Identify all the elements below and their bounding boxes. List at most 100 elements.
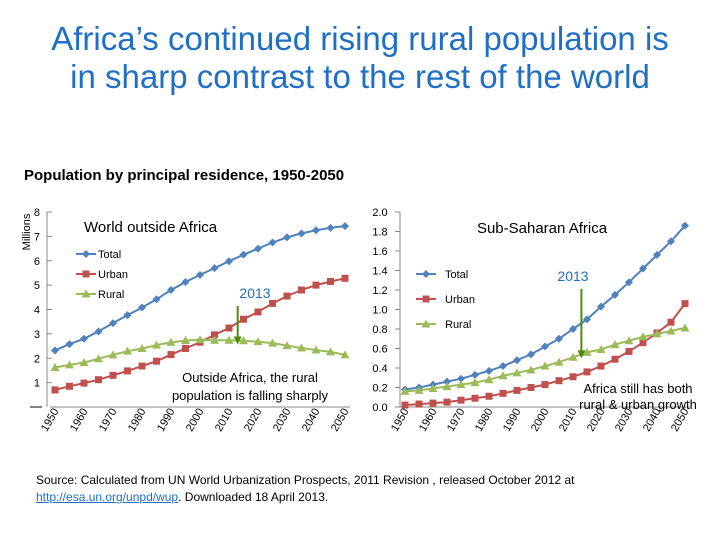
data-point-ssa-urban <box>513 386 521 394</box>
y-tick-label-ssa: 0.8 <box>372 324 387 336</box>
y-tick-label-outside: 3 <box>34 329 40 341</box>
data-point-ssa-rural <box>638 332 648 341</box>
x-tick-label-outside: 1970 <box>97 407 120 434</box>
data-point-ssa-rural <box>484 375 494 384</box>
data-point-outside-rural <box>65 360 74 369</box>
data-point-outside-total <box>225 257 233 266</box>
legend-label-ssa-urban: Urban <box>445 294 475 306</box>
x-tick-label-outside: 2040 <box>300 407 323 434</box>
x-tick-label-outside: 2010 <box>213 407 236 434</box>
data-point-outside-urban <box>327 277 334 285</box>
data-point-ssa-rural <box>554 357 564 366</box>
data-point-outside-rural <box>195 335 205 344</box>
data-point-outside-total <box>239 250 248 259</box>
data-point-outside-total <box>109 319 117 328</box>
y-tick-label-outside: 4 <box>34 305 40 317</box>
data-point-ssa-urban <box>485 392 493 400</box>
data-point-outside-total <box>283 233 291 242</box>
data-point-ssa-rural <box>456 380 466 389</box>
data-point-outside-total <box>123 311 132 320</box>
x-tick-label-ssa: 1990 <box>501 407 524 434</box>
data-point-ssa-total <box>653 250 661 259</box>
data-point-outside-rural <box>210 335 219 344</box>
data-point-outside-rural <box>282 341 292 350</box>
data-point-outside-total <box>80 334 88 343</box>
data-point-outside-rural <box>108 350 118 359</box>
data-point-ssa-urban <box>401 401 409 409</box>
data-point-ssa-total <box>443 377 451 386</box>
data-point-ssa-total <box>499 362 507 371</box>
title-line-2: in sharp contrast to the rest of the wor… <box>70 58 650 95</box>
data-point-ssa-rural <box>568 352 578 361</box>
y-tick-label-outside: 1 <box>34 378 40 390</box>
legend-label-outside-urban: Urban <box>98 269 128 281</box>
data-point-outside-urban <box>138 362 146 370</box>
data-point-ssa-rural <box>596 344 606 353</box>
data-point-ssa-total <box>541 342 549 351</box>
data-point-outside-urban <box>211 331 218 339</box>
x-tick-label-ssa: 2000 <box>529 407 552 434</box>
data-point-ssa-rural <box>666 326 676 335</box>
data-point-outside-rural <box>311 345 321 354</box>
data-point-outside-total <box>326 223 335 232</box>
data-point-outside-rural <box>166 337 176 346</box>
x-tick-label-ssa: 1970 <box>445 407 468 434</box>
data-point-ssa-rural <box>442 382 452 391</box>
data-point-ssa-rural <box>652 329 662 338</box>
x-tick-label-outside: 1980 <box>126 407 149 434</box>
data-point-ssa-urban <box>569 373 577 381</box>
data-point-ssa-total <box>569 325 577 333</box>
data-point-outside-urban <box>66 382 73 390</box>
data-point-outside-rural <box>340 350 350 359</box>
data-point-ssa-rural <box>414 385 424 394</box>
data-point-ssa-urban <box>499 389 507 397</box>
data-point-outside-rural <box>137 344 147 352</box>
data-point-ssa-urban <box>541 381 549 389</box>
data-point-outside-total <box>210 264 219 273</box>
data-point-ssa-rural <box>540 361 550 370</box>
y-tick-label-ssa: 1.4 <box>372 266 387 278</box>
data-point-outside-urban <box>269 299 276 307</box>
marker-2013-arrowhead-ssa <box>577 350 586 359</box>
legend-marker-ssa <box>422 295 430 303</box>
annotation-line1-outside: Outside Africa, the rural <box>182 370 318 385</box>
data-point-outside-total <box>51 346 59 355</box>
x-tick-label-ssa: 1980 <box>473 407 496 434</box>
annotation-line2-ssa: rural & urban growth <box>579 397 697 412</box>
legend-marker-ssa <box>422 270 430 278</box>
annotation-line2-outside: population is falling sharply <box>172 388 329 403</box>
data-point-ssa-rural <box>624 336 634 345</box>
data-point-outside-rural <box>152 340 161 349</box>
data-point-outside-rural <box>123 346 132 355</box>
data-point-ssa-total <box>471 370 479 379</box>
source-link[interactable]: http://esa.un.org/unpd/wup <box>36 490 179 504</box>
legend-marker-ssa <box>421 319 431 328</box>
data-point-outside-total <box>138 303 146 312</box>
data-point-ssa-urban <box>639 339 647 347</box>
data-point-ssa-urban <box>471 394 479 402</box>
legend-marker-outside <box>82 270 90 278</box>
data-point-outside-rural <box>253 337 263 346</box>
legend-label-outside-total: Total <box>98 249 121 261</box>
data-point-ssa-urban <box>443 398 451 406</box>
data-point-outside-urban <box>109 371 117 379</box>
y-tick-label-ssa: 1.2 <box>372 285 387 297</box>
data-point-ssa-total <box>555 334 563 343</box>
y-tick-label-ssa: 1.6 <box>372 246 387 258</box>
data-point-outside-urban <box>298 286 305 294</box>
data-point-ssa-urban <box>527 384 535 391</box>
y-tick-label-ssa: 0.6 <box>372 344 387 356</box>
data-point-outside-rural <box>79 358 89 367</box>
data-point-ssa-urban <box>583 368 591 376</box>
legend-label-ssa-total: Total <box>445 269 468 281</box>
x-tick-label-outside: 2020 <box>242 407 265 434</box>
data-point-outside-urban <box>225 324 233 332</box>
data-point-outside-total <box>297 229 306 238</box>
y-tick-label-outside: 6 <box>34 256 40 268</box>
data-point-outside-total <box>312 226 320 235</box>
data-point-ssa-total <box>485 366 493 375</box>
marker-2013-label-outside: 2013 <box>239 285 270 301</box>
data-point-outside-total <box>268 238 277 247</box>
annotation-line1-ssa: Africa still has both <box>583 381 692 396</box>
data-point-outside-total <box>254 244 262 253</box>
